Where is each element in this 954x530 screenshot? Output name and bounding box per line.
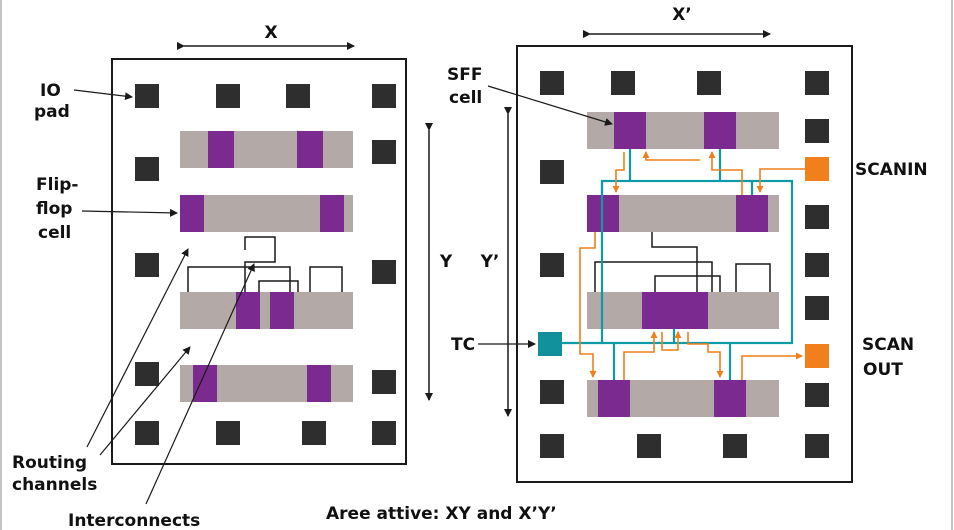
io-pad bbox=[805, 383, 829, 407]
x-prime-dimension-label: X’ bbox=[672, 5, 692, 25]
io-pad bbox=[216, 421, 240, 445]
y-prime-dimension-label: Y’ bbox=[480, 252, 500, 272]
io-pad bbox=[637, 434, 661, 458]
scanin-label: SCANIN bbox=[855, 160, 928, 180]
cell-row bbox=[180, 131, 353, 168]
flip-flop-cell bbox=[320, 195, 344, 232]
io-pad-label-line1: IO bbox=[40, 81, 61, 101]
sff-label-line2: cell bbox=[449, 88, 482, 108]
io-pad bbox=[372, 140, 396, 164]
sff-pointer bbox=[487, 85, 613, 126]
tc-label: TC bbox=[451, 335, 475, 355]
flip-flop-cell bbox=[270, 292, 294, 329]
io-pad bbox=[135, 421, 159, 445]
scan-flip-flop-cell bbox=[714, 380, 746, 417]
io-pad bbox=[135, 362, 159, 386]
y-dimension-label: Y bbox=[439, 252, 453, 272]
io-pad bbox=[540, 380, 564, 404]
io-pad bbox=[135, 84, 159, 108]
scanin-pad bbox=[805, 157, 829, 181]
io-pad bbox=[805, 119, 829, 143]
flip-flop-cell bbox=[180, 195, 204, 232]
left-io-pads bbox=[135, 84, 396, 445]
io-pad bbox=[805, 71, 829, 95]
scan-flip-flop-cell bbox=[736, 195, 768, 232]
io-pad bbox=[372, 84, 396, 108]
routing-label-line2: channels bbox=[12, 475, 97, 495]
io-pad bbox=[372, 421, 396, 445]
io-pad bbox=[286, 84, 310, 108]
flip-flop-cell bbox=[297, 131, 323, 168]
io-pad bbox=[805, 253, 829, 277]
scanout-label-line1: SCAN bbox=[862, 335, 914, 355]
io-pad bbox=[805, 434, 829, 458]
left-chip-border bbox=[111, 58, 407, 465]
left-chip: X Y bbox=[111, 23, 453, 465]
scanout-label-line2: OUT bbox=[863, 360, 903, 380]
io-pad bbox=[135, 253, 159, 277]
io-pad bbox=[302, 421, 326, 445]
flipflop-label-line3: cell bbox=[38, 223, 71, 243]
flip-flop-cell bbox=[236, 292, 260, 329]
scan-chain-arrows bbox=[579, 151, 805, 380]
io-pad bbox=[540, 71, 564, 95]
io-pad bbox=[540, 160, 564, 184]
io-pad bbox=[216, 84, 240, 108]
interconnects-label: Interconnects bbox=[68, 511, 200, 530]
io-pad bbox=[805, 205, 829, 229]
flipflop-label-line2: flop bbox=[36, 199, 72, 219]
right-interconnects bbox=[594, 232, 771, 292]
interconnects-pointer bbox=[145, 263, 255, 505]
routing-pointer-1 bbox=[86, 248, 189, 448]
right-chip-border bbox=[516, 45, 853, 483]
flip-flop-cell bbox=[193, 365, 217, 402]
x-dimension-label: X bbox=[264, 23, 277, 43]
cell-row bbox=[180, 292, 353, 329]
io-pad bbox=[723, 434, 747, 458]
io-pad-label-line2: pad bbox=[34, 102, 70, 122]
routing-label-line1: Routing bbox=[12, 453, 87, 473]
scan-chain-wiring bbox=[562, 149, 794, 380]
left-interconnects bbox=[187, 236, 343, 292]
io-pad bbox=[135, 157, 159, 181]
scan-flip-flop-cell bbox=[704, 112, 736, 149]
scan-flip-flop-cell bbox=[598, 380, 630, 417]
right-chip: X’ Y’ bbox=[480, 5, 853, 483]
routing-pointer-2 bbox=[99, 346, 191, 456]
io-pad bbox=[540, 253, 564, 277]
scanout-pad bbox=[805, 344, 829, 368]
tc-pad bbox=[538, 332, 562, 356]
sff-label-line1: SFF bbox=[447, 65, 482, 85]
flipflop-label-line1: Flip- bbox=[36, 175, 79, 195]
scan-flip-flop-cell bbox=[614, 112, 646, 149]
io-pad bbox=[372, 260, 396, 284]
right-io-pads bbox=[540, 71, 829, 458]
io-pad bbox=[540, 434, 564, 458]
scan-flip-flop-cell bbox=[642, 292, 708, 329]
io-pad-pointer bbox=[73, 89, 133, 101]
io-pad bbox=[805, 296, 829, 320]
io-pad bbox=[372, 370, 396, 394]
flipflop-pointer bbox=[81, 208, 178, 217]
flip-flop-cell bbox=[208, 131, 234, 168]
caption: Aree attive: XY and X’Y’ bbox=[326, 504, 557, 524]
flip-flop-cell bbox=[307, 365, 331, 402]
io-pad bbox=[697, 71, 721, 95]
io-pad bbox=[611, 71, 635, 95]
